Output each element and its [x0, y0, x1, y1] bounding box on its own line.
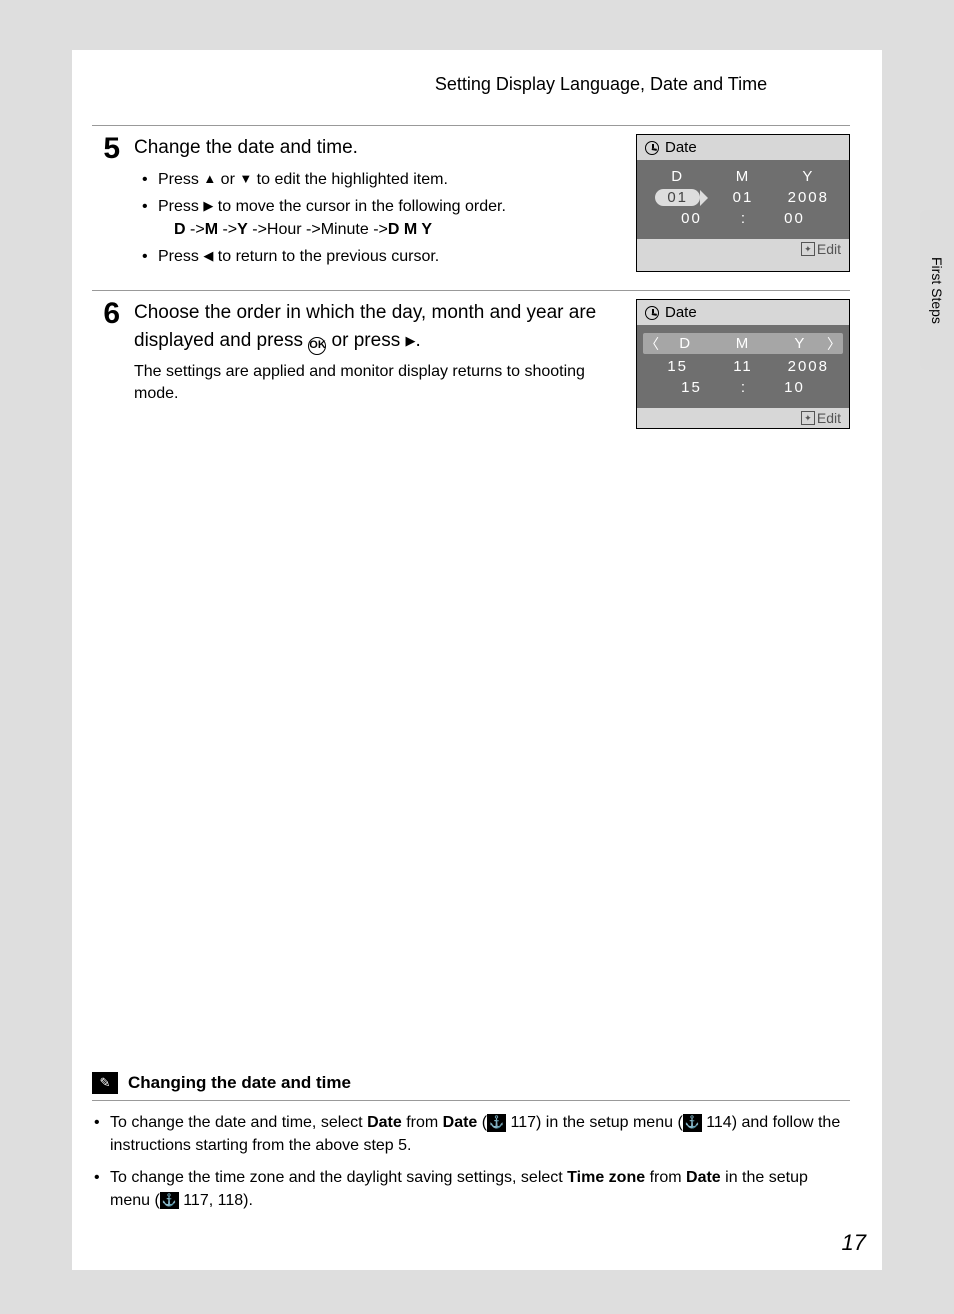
- lcd-header-row: D M Y: [637, 166, 849, 187]
- page-ref-icon: ⚓: [683, 1114, 702, 1131]
- lcd-header-row-selected: 〈 D M Y 〉: [643, 333, 843, 354]
- tip-bullet: To change the date and time, select Date…: [92, 1111, 850, 1157]
- tip-icon: ✎: [92, 1072, 118, 1094]
- clock-icon: [645, 141, 659, 155]
- tip-title: Changing the date and time: [128, 1073, 351, 1093]
- step-text: Change the date and time. Press ▲ or ▼ t…: [134, 134, 622, 272]
- right-icon: ▶: [405, 332, 415, 351]
- manual-page: Setting Display Language, Date and Time …: [72, 50, 882, 1270]
- chevron-right-icon: 〉: [827, 334, 841, 354]
- left-icon: ◀: [203, 247, 213, 266]
- page-header: Setting Display Language, Date and Time: [92, 74, 850, 125]
- step-6: 6 Choose the order in which the day, mon…: [92, 290, 850, 429]
- bullet: Press ▶ to move the cursor in the follow…: [142, 195, 622, 241]
- lcd-time-row: 15 : 10: [637, 377, 849, 398]
- clock-icon: [645, 306, 659, 320]
- page-ref-icon: ⚓: [160, 1192, 179, 1209]
- lcd-title: Date: [637, 300, 849, 325]
- lcd-date-row: 15 11 2008: [637, 356, 849, 377]
- step-heading: Change the date and time.: [134, 134, 622, 162]
- lcd-screen-step5: Date D M Y 01 01 2008 00 :: [636, 134, 850, 272]
- tip-bullet: To change the time zone and the daylight…: [92, 1166, 850, 1212]
- step-note: The settings are applied and monitor dis…: [134, 361, 622, 406]
- step-number: 5: [92, 134, 120, 164]
- lcd-screen-step6: Date 〈 D M Y 〉 15 11 2008: [636, 299, 850, 429]
- lcd-footer: ✦ Edit: [637, 239, 849, 259]
- chevron-left-icon: 〈: [645, 334, 659, 354]
- bullet: Press ◀ to return to the previous cursor…: [142, 245, 622, 268]
- bullet: Press ▲ or ▼ to edit the highlighted ite…: [142, 168, 622, 191]
- dpad-icon: ✦: [801, 242, 815, 256]
- lcd-footer: ✦ Edit: [637, 408, 849, 428]
- down-icon: ▼: [239, 170, 252, 189]
- step-text: Choose the order in which the day, month…: [134, 299, 622, 429]
- page-ref-icon: ⚓: [487, 1114, 506, 1131]
- tip-section: ✎ Changing the date and time To change t…: [92, 1072, 850, 1220]
- order-sequence: D ->M ->Y ->Hour ->Minute ->D M Y: [174, 218, 622, 241]
- up-icon: ▲: [203, 170, 216, 189]
- ok-button-icon: OK: [308, 337, 326, 355]
- selected-day: 01: [655, 189, 700, 206]
- dpad-icon: ✦: [801, 411, 815, 425]
- lcd-date-row: 01 01 2008: [637, 187, 849, 208]
- step-number: 6: [92, 299, 120, 329]
- step-heading: Choose the order in which the day, month…: [134, 299, 622, 355]
- right-icon: ▶: [203, 197, 213, 216]
- lcd-time-row: 00 : 00: [637, 208, 849, 229]
- step-5: 5 Change the date and time. Press ▲ or ▼…: [92, 125, 850, 272]
- section-tab: First Steps: [920, 210, 954, 370]
- page-number: 17: [842, 1230, 866, 1256]
- lcd-title: Date: [637, 135, 849, 160]
